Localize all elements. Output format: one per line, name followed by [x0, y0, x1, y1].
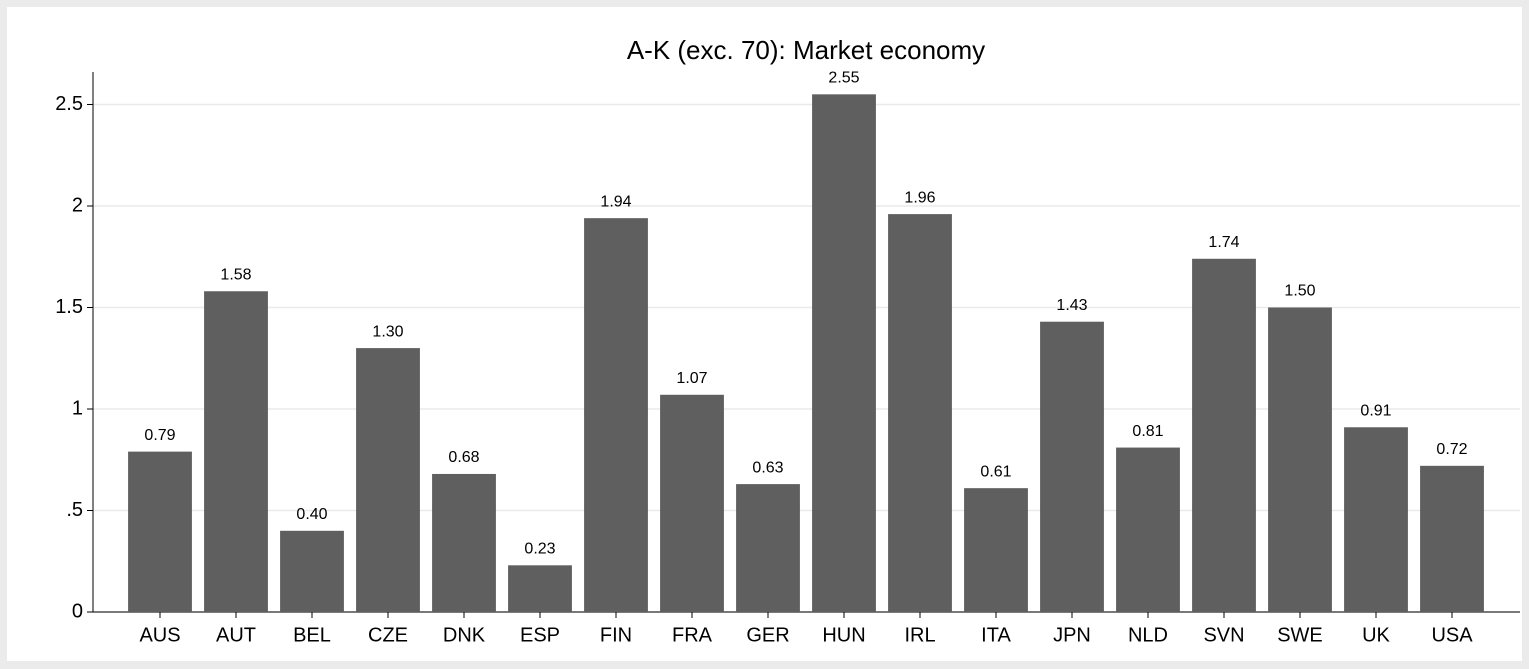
x-tick-label: UK	[1362, 624, 1390, 646]
x-tick-label: NLD	[1128, 624, 1168, 646]
x-tick-label: BEL	[293, 624, 331, 646]
value-label: 0.91	[1360, 402, 1391, 419]
value-label: 0.23	[524, 541, 555, 558]
chart-title: A-K (exc. 70): Market economy	[627, 35, 985, 65]
x-tick-label: ESP	[520, 624, 560, 646]
bar	[1344, 427, 1408, 612]
x-tick-label: JPN	[1053, 624, 1091, 646]
value-label: 2.55	[828, 70, 859, 87]
bar	[964, 488, 1028, 612]
bar	[508, 565, 572, 612]
value-label: 0.63	[752, 459, 783, 476]
bar	[1268, 307, 1332, 612]
x-tick-label: USA	[1431, 624, 1473, 646]
value-label: 0.68	[448, 449, 479, 466]
x-tick-label: CZE	[368, 624, 408, 646]
x-tick-label: SVN	[1203, 624, 1244, 646]
value-label: 0.40	[296, 506, 327, 523]
bar	[1192, 258, 1256, 612]
bar	[204, 291, 268, 612]
bar	[1040, 321, 1104, 612]
x-tick-label: GER	[746, 624, 789, 646]
x-tick-label: DNK	[443, 624, 486, 646]
y-tick-label: 1.5	[55, 296, 83, 318]
x-tick-label: IRL	[904, 624, 935, 646]
x-tick-label: SWE	[1277, 624, 1323, 646]
value-label: 0.81	[1132, 423, 1163, 440]
y-tick-label: 0	[72, 600, 83, 622]
bar	[888, 214, 952, 612]
value-label: 0.79	[144, 427, 175, 444]
y-tick-label: .5	[66, 499, 83, 521]
bar	[584, 218, 648, 613]
bar	[432, 473, 496, 612]
value-label: 0.61	[980, 463, 1011, 480]
x-tick-label: HUN	[822, 624, 865, 646]
bar	[128, 451, 192, 612]
bar	[1420, 465, 1484, 612]
bar	[280, 530, 344, 612]
x-tick-label: AUS	[139, 624, 180, 646]
bar	[356, 348, 420, 612]
x-tick-label: AUT	[216, 624, 256, 646]
value-label: 1.74	[1208, 234, 1239, 251]
bar	[660, 394, 724, 612]
bar	[736, 484, 800, 612]
value-label: 1.94	[600, 193, 631, 210]
x-tick-label: FRA	[672, 624, 713, 646]
value-label: 1.43	[1056, 297, 1087, 314]
value-label: 0.72	[1436, 441, 1467, 458]
y-tick-label: 1	[72, 397, 83, 419]
y-tick-label: 2.5	[55, 93, 83, 115]
value-label: 1.96	[904, 189, 935, 206]
value-label: 1.50	[1284, 283, 1315, 300]
bar	[812, 94, 876, 613]
value-label: 1.58	[220, 266, 251, 283]
x-tick-label: FIN	[600, 624, 632, 646]
y-tick-label: 2	[72, 194, 83, 216]
bar	[1116, 447, 1180, 612]
value-label: 1.07	[676, 370, 707, 387]
value-label: 1.30	[372, 323, 403, 340]
x-tick-label: ITA	[981, 624, 1011, 646]
